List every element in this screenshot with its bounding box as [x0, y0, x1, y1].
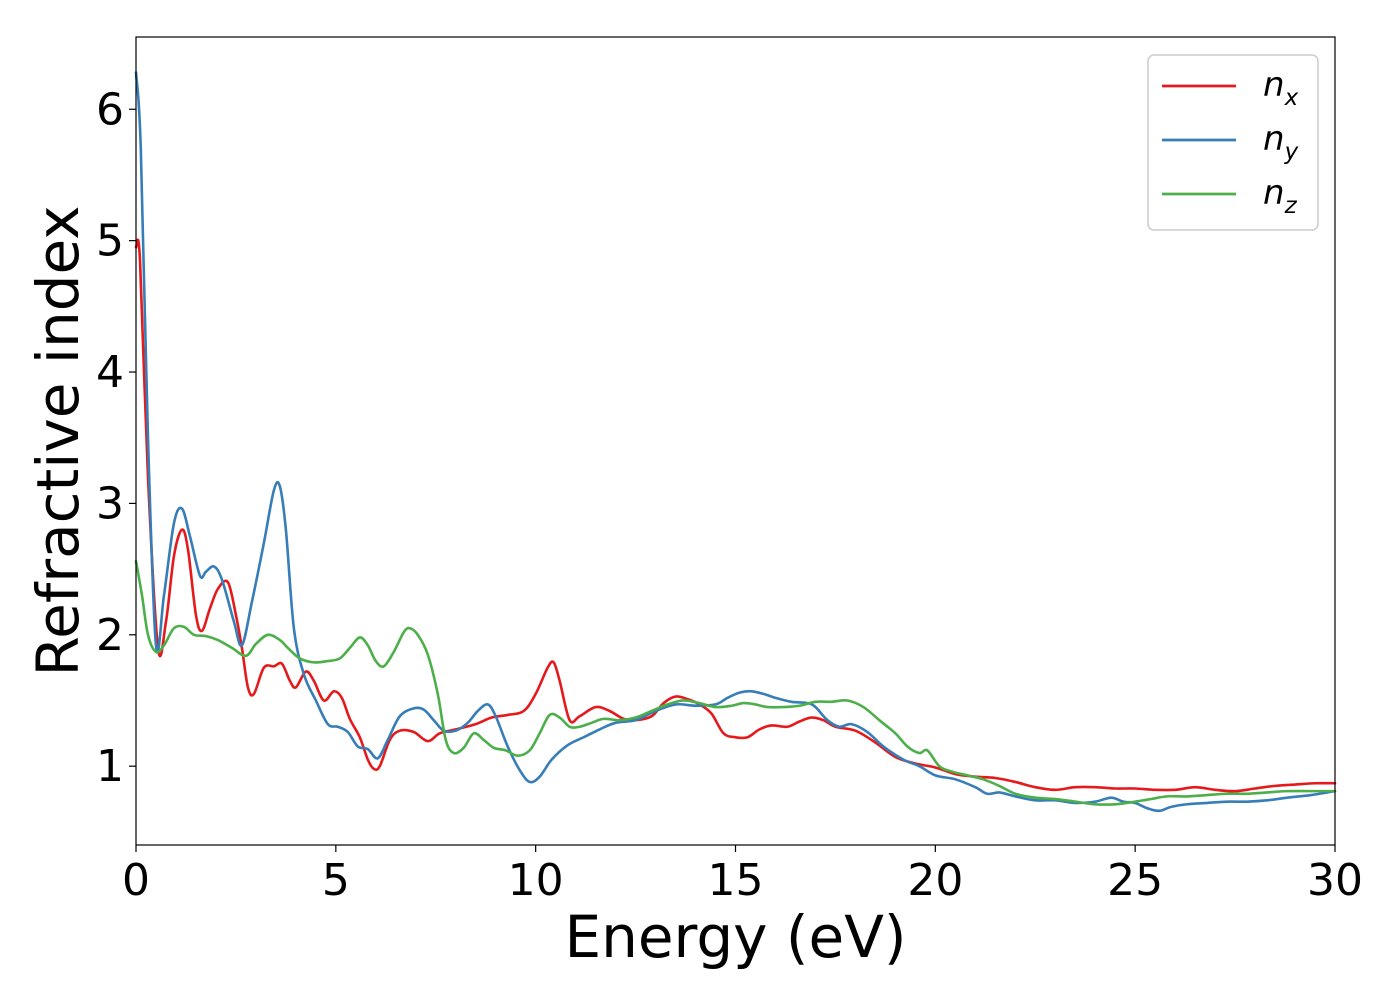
- x-axis-label: Energy (eV): [564, 903, 906, 971]
- y-tick-label: 5: [96, 216, 124, 267]
- x-axis-ticks: 0 5 10 15 20 25 30: [122, 845, 1363, 906]
- series-line-nx: [134, 238, 1337, 793]
- y-tick-label: 4: [96, 347, 124, 398]
- x-tick-label: 5: [322, 855, 350, 906]
- x-tick-label: 20: [907, 855, 963, 906]
- y-axis-label: Refractive index: [24, 205, 92, 676]
- series-line-nz: [134, 559, 1337, 806]
- plot-area: [136, 37, 1335, 845]
- y-tick-label: 3: [96, 478, 124, 529]
- x-tick-label: 30: [1307, 855, 1363, 906]
- y-tick-label: 1: [96, 741, 124, 792]
- series-layer: [134, 71, 1337, 813]
- x-tick-label: 25: [1107, 855, 1163, 906]
- series-line-ny: [134, 71, 1337, 813]
- legend-box: [1147, 54, 1319, 231]
- y-tick-label: 2: [96, 610, 124, 661]
- x-tick-label: 0: [122, 855, 150, 906]
- y-axis-ticks: 1 2 3 4 5 6: [96, 84, 136, 792]
- x-tick-label: 15: [708, 855, 764, 906]
- y-tick-label: 6: [96, 84, 124, 135]
- x-tick-label: 10: [508, 855, 564, 906]
